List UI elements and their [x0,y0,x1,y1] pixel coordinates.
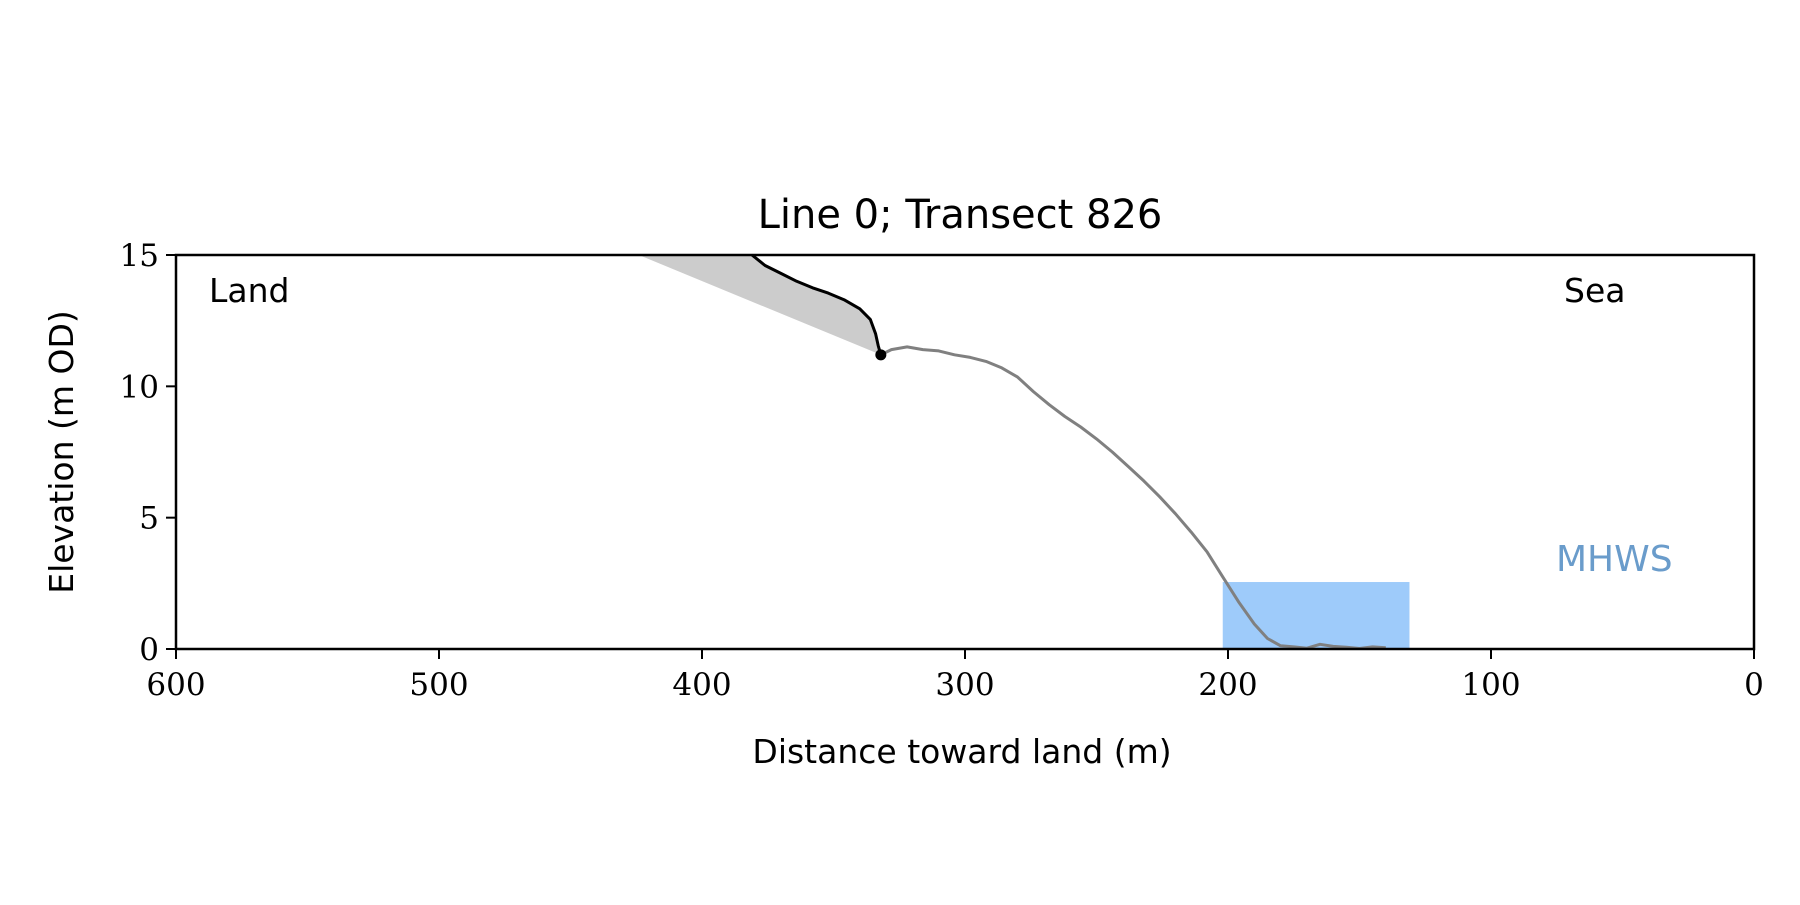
x-axis-label: Distance toward land (m) [752,732,1171,771]
y-tick-label: 10 [120,369,159,405]
plot-frame [174,253,1756,651]
mhws-label: MHWS [1556,539,1673,580]
x-tick-label: 300 [935,667,994,703]
mhws-region [1222,582,1410,649]
chart-title: Line 0; Transect 826 [758,192,1163,238]
x-tick-label: 400 [672,667,731,703]
sea-label: Sea [1564,271,1625,310]
y-axis: 0 5 10 15 [120,238,176,668]
x-tick-label: 500 [409,667,468,703]
cliff-shaded-region [638,255,881,355]
plot-area [638,253,1410,650]
x-tick-label: 0 [1744,667,1764,703]
profile-line [880,345,1386,650]
cliff-line [751,253,883,356]
x-axis: 600 500 400 300 200 100 0 [146,649,1764,703]
y-axis-label: Elevation (m OD) [42,310,81,594]
x-tick-label: 200 [1198,667,1257,703]
cliff-top-point [875,349,887,361]
x-tick-label: 100 [1461,667,1520,703]
land-label: Land [209,271,289,310]
y-tick-label: 0 [139,632,159,668]
y-tick-label: 15 [120,238,159,274]
y-tick-label: 5 [139,501,159,537]
x-tick-label: 600 [146,667,205,703]
